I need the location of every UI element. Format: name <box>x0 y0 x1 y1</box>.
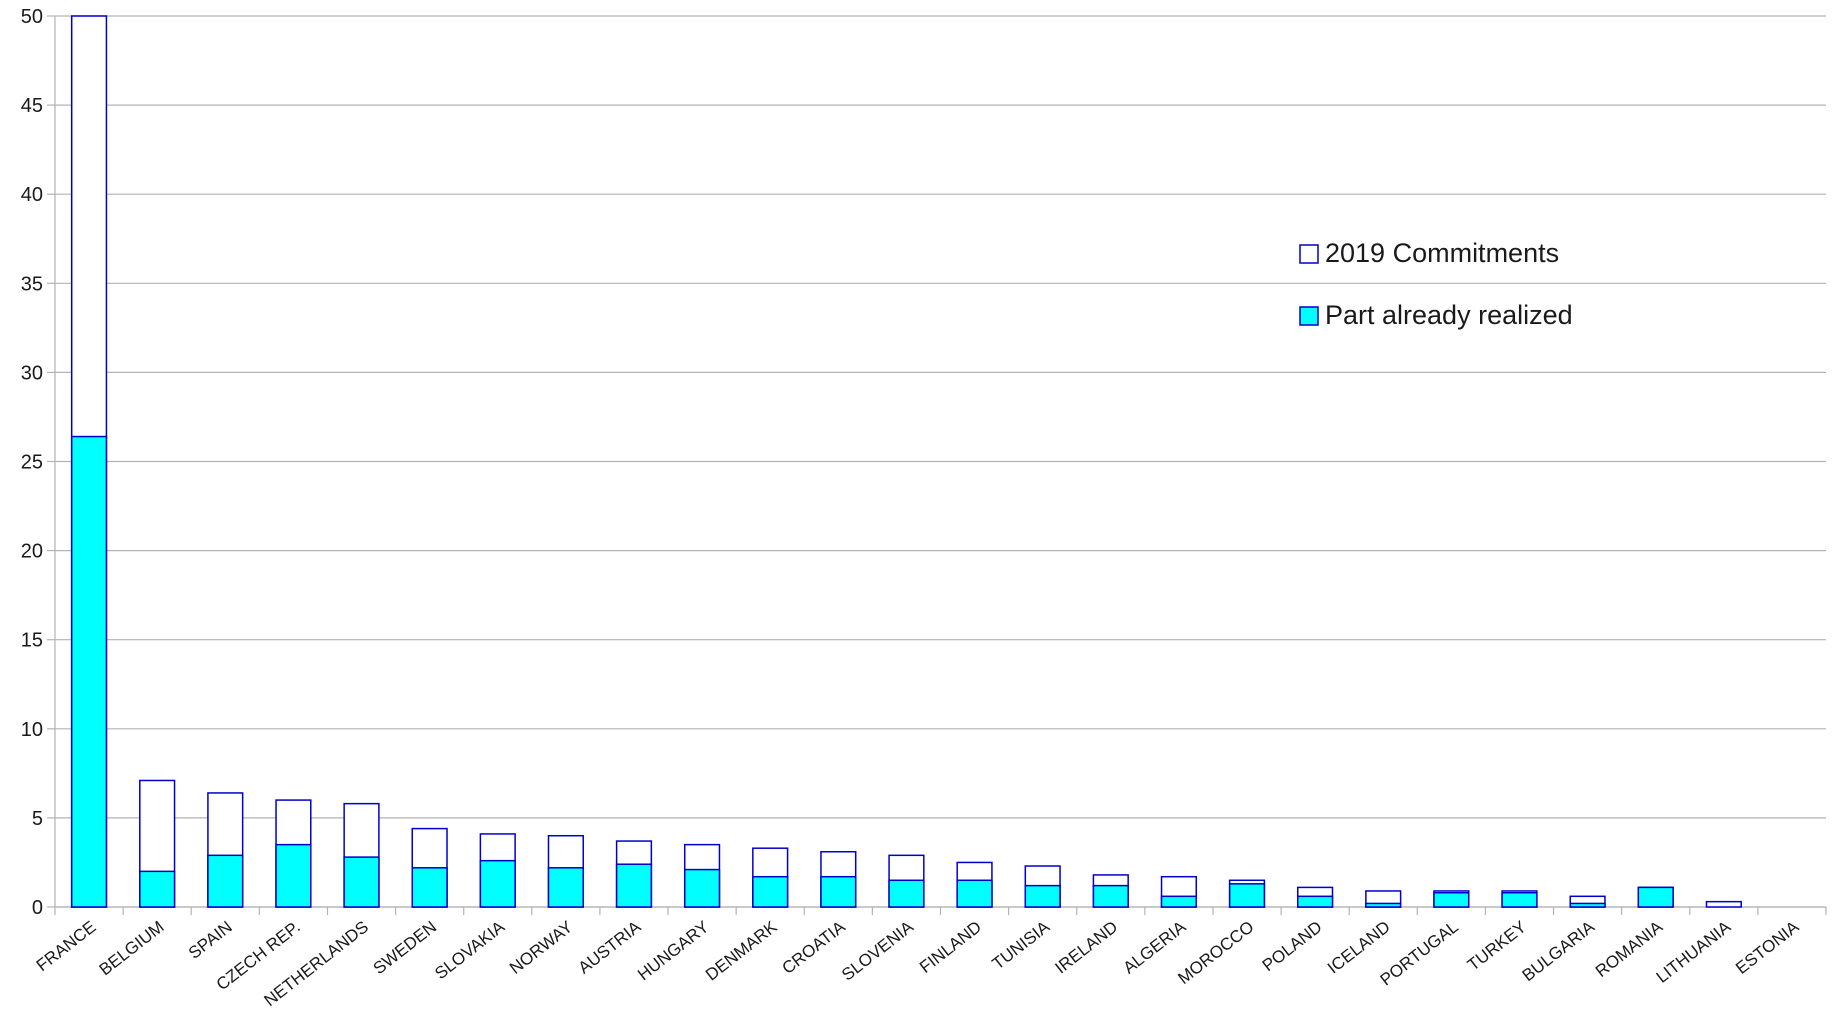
y-tick-label: 5 <box>32 808 43 830</box>
y-tick-label: 15 <box>21 630 43 652</box>
bar-realized <box>1365 902 1402 908</box>
x-tick-label: SWEDEN <box>370 917 441 978</box>
x-tick-label: FINLAND <box>916 917 985 977</box>
bar-realized <box>547 867 584 908</box>
bar-realized <box>752 875 789 908</box>
legend-swatch-realized <box>1299 306 1319 326</box>
x-tick-label: HUNGARY <box>634 917 712 984</box>
x-tick-label: MOROCCO <box>1174 917 1257 988</box>
legend-label-commitments: 2019 Commitments <box>1325 238 1559 268</box>
bar-realized <box>1024 884 1061 908</box>
y-tick-label: 25 <box>21 452 43 474</box>
x-tick-label: BELGIUM <box>96 917 168 979</box>
x-tick-label: DENMARK <box>702 917 781 985</box>
bar-realized <box>956 879 993 908</box>
y-tick-labels: 0 5 10 15 20 25 30 35 40 45 50 <box>21 6 43 919</box>
x-tick-label: SLOVENIA <box>838 917 917 985</box>
bar-realized <box>479 859 516 908</box>
bar-realized <box>1228 883 1266 908</box>
bar-realized <box>411 867 448 908</box>
y-tick-label: 30 <box>21 362 43 384</box>
bar-realized <box>615 863 653 908</box>
x-tick-label: IRELAND <box>1051 917 1121 977</box>
bar-realized <box>1160 895 1198 908</box>
x-tick-label: BULGARIA <box>1519 917 1599 985</box>
bar-realized <box>275 843 312 908</box>
legend-label-realized: Part already realized <box>1325 300 1573 330</box>
x-tick-label: SPAIN <box>185 917 236 963</box>
y-tick-label: 45 <box>21 95 43 117</box>
x-tick-label: SLOVAKIA <box>431 917 508 983</box>
y-tick-label: 40 <box>21 184 43 206</box>
bar-realized <box>1433 891 1470 908</box>
legend: 2019 Commitments Part already realized <box>1299 238 1573 330</box>
y-tick-label: 20 <box>21 541 43 563</box>
x-tick-label: LITHUANIA <box>1653 917 1735 987</box>
x-tick-label: FRANCE <box>33 917 100 975</box>
x-tick-label: POLAND <box>1259 917 1326 975</box>
x-tick-label: TURKEY <box>1464 917 1530 974</box>
bar-realized <box>820 875 857 908</box>
y-tick-label: 0 <box>32 897 43 919</box>
x-tick-label: TUNISIA <box>989 917 1054 974</box>
bar-realized <box>207 854 244 908</box>
bar-realized <box>70 435 108 908</box>
legend-swatch-commitments <box>1299 244 1319 264</box>
x-tick-label: NORWAY <box>506 917 576 978</box>
bar-realized <box>139 870 176 908</box>
y-tick-label: 10 <box>21 719 43 741</box>
gridlines <box>55 15 1826 908</box>
bar-commitment <box>1705 900 1742 908</box>
bar-realized <box>1501 891 1538 908</box>
bar-realized <box>343 856 380 908</box>
axes <box>47 15 1827 915</box>
bar-realized <box>1297 895 1334 908</box>
bars <box>70 15 1742 908</box>
bar-realized <box>683 868 721 908</box>
y-tick-label: 50 <box>21 6 43 28</box>
bar-realized <box>1092 884 1129 908</box>
bar-realized <box>888 879 925 908</box>
x-tick-label: ESTONIA <box>1732 917 1803 978</box>
bar-realized <box>1569 902 1606 908</box>
y-tick-label: 35 <box>21 273 43 295</box>
bar-realized <box>1637 886 1674 908</box>
